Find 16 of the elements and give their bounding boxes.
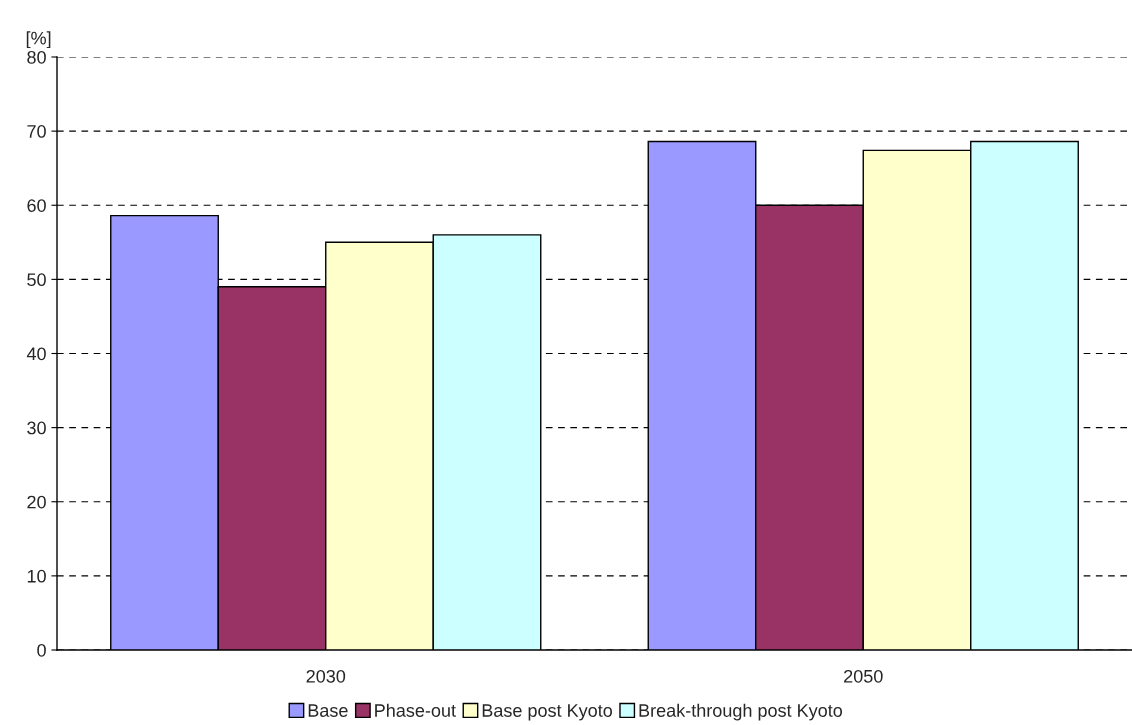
y-tick-label: 80: [27, 50, 46, 64]
y-tick-label: 30: [27, 421, 46, 435]
legend-label: Phase-out: [375, 703, 456, 717]
y-tick-label: 70: [27, 125, 46, 138]
legend-label: Base: [308, 704, 348, 717]
y-tick-label: 10: [27, 569, 46, 583]
legend-label: Break-through post Kyoto: [639, 703, 843, 721]
y-tick-label: 50: [27, 273, 46, 287]
x-tick-label: 2050: [844, 669, 883, 683]
legend-label: Base post Kyoto: [482, 704, 613, 721]
y-tick-label: 40: [26, 347, 46, 361]
y-tick-label: 60: [27, 199, 46, 212]
y-tick-label: 0: [37, 643, 46, 657]
x-tick-label: 2030: [306, 669, 346, 683]
y-axis-title: [%]: [26, 31, 51, 49]
y-tick-label: 20: [27, 495, 46, 509]
